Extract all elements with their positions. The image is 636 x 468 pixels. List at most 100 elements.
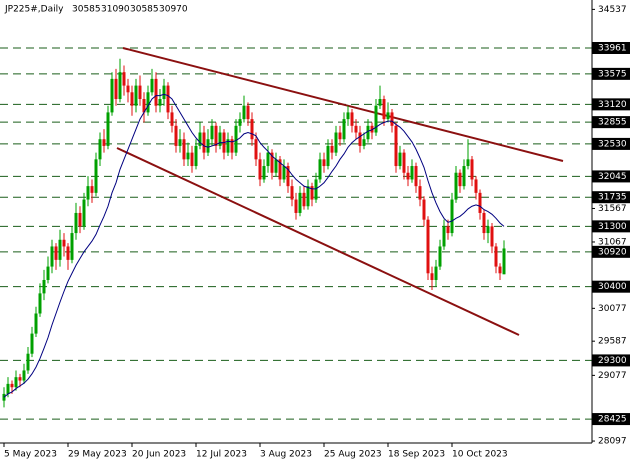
candle-body (418, 186, 422, 200)
candle-body (250, 119, 254, 140)
candle-body (386, 112, 390, 120)
trendline-upper (122, 47, 564, 162)
level-label: 28425 (598, 415, 627, 425)
candle-body (198, 132, 202, 146)
candle-body (378, 99, 382, 106)
candle-body (98, 139, 102, 160)
candle-body (226, 139, 230, 153)
candle-body (202, 132, 206, 153)
level-label: 29300 (598, 356, 627, 366)
candle-body (446, 226, 450, 234)
candle-body (410, 166, 414, 180)
candle-body (266, 152, 270, 167)
level-label-box (592, 245, 630, 258)
candle-body (342, 119, 346, 140)
candle-body (162, 85, 166, 100)
candle-body (242, 105, 246, 120)
candle-body (402, 152, 406, 173)
candle-body (26, 353, 30, 371)
candle-body (298, 192, 302, 213)
y-tick-label: 28097 (598, 437, 627, 447)
candle-body (306, 186, 310, 207)
candle-body (178, 139, 182, 146)
candle-body (458, 172, 462, 187)
axis: 34537 31567 31067 30077 29587 29077 28097 33961… (0, 0, 630, 460)
candle-body (302, 192, 306, 207)
candle-body (230, 139, 234, 153)
candle-body (454, 172, 458, 200)
level-label-box (592, 137, 630, 150)
candle-body (270, 152, 274, 173)
candle-body (382, 99, 386, 120)
candle-body (70, 233, 74, 260)
level-label: 31735 (598, 193, 627, 203)
candle-body (82, 199, 86, 227)
y-tick-label: 31067 (598, 237, 627, 247)
candle-body (290, 186, 294, 200)
candle-body (338, 132, 342, 140)
candle-body (62, 239, 66, 247)
candle-body (346, 112, 350, 120)
header-close: 30970 (159, 5, 188, 15)
trendlines (116, 47, 564, 336)
candle-body (102, 139, 106, 146)
candle-body (314, 179, 318, 200)
level-label-box (592, 67, 630, 80)
candle-body (414, 166, 418, 187)
level-label: 33961 (598, 43, 627, 53)
candle-body (234, 125, 238, 153)
candle-body (310, 186, 314, 200)
level-label: 30920 (598, 247, 627, 257)
candle-body (238, 119, 242, 126)
level-label: 33120 (598, 100, 627, 110)
candle-body (438, 246, 442, 267)
candle-body (286, 166, 290, 187)
candle-body (450, 199, 454, 234)
candle-body (122, 72, 126, 86)
x-tick-label: 3 Aug 2023 (260, 450, 312, 460)
candle-body (318, 159, 322, 180)
candle-body (350, 112, 354, 126)
level-label-box (592, 280, 630, 293)
candle-body (54, 246, 58, 260)
candle-body (466, 159, 470, 167)
candle-body (374, 105, 378, 133)
level-label-box (592, 354, 630, 367)
candle-body (354, 125, 358, 133)
candle-body (422, 199, 426, 220)
candle-body (10, 383, 14, 388)
x-tick-label: 5 May 2023 (4, 450, 57, 460)
x-tick-label: 20 Jun 2023 (132, 450, 186, 460)
candle-body (50, 246, 54, 267)
candle-body (150, 78, 154, 93)
candle-body (186, 152, 190, 160)
candles (2, 58, 506, 408)
candle-body (470, 159, 474, 180)
candle-body (442, 226, 446, 247)
candle-body (390, 112, 394, 126)
moving-average (3, 93, 505, 398)
candle-body (30, 333, 34, 354)
candle-body (246, 105, 250, 120)
level-label: 32855 (598, 118, 627, 128)
header-open: 30585 (72, 5, 101, 15)
candle-body (334, 132, 338, 153)
y-tick-label: 31567 (598, 204, 627, 214)
level-label-box (592, 41, 630, 54)
candle-body (94, 159, 98, 193)
candle-body (106, 112, 110, 146)
levels (0, 47, 592, 420)
header-low: 30585 (130, 5, 159, 15)
candle-body (18, 377, 22, 381)
candle-body (134, 85, 138, 106)
candle-body (430, 273, 434, 280)
candle-body (34, 313, 38, 334)
candle-body (6, 383, 10, 394)
candle-body (154, 78, 158, 106)
candle-body (278, 159, 282, 180)
level-label: 32530 (598, 139, 627, 149)
candle-body (482, 212, 486, 234)
